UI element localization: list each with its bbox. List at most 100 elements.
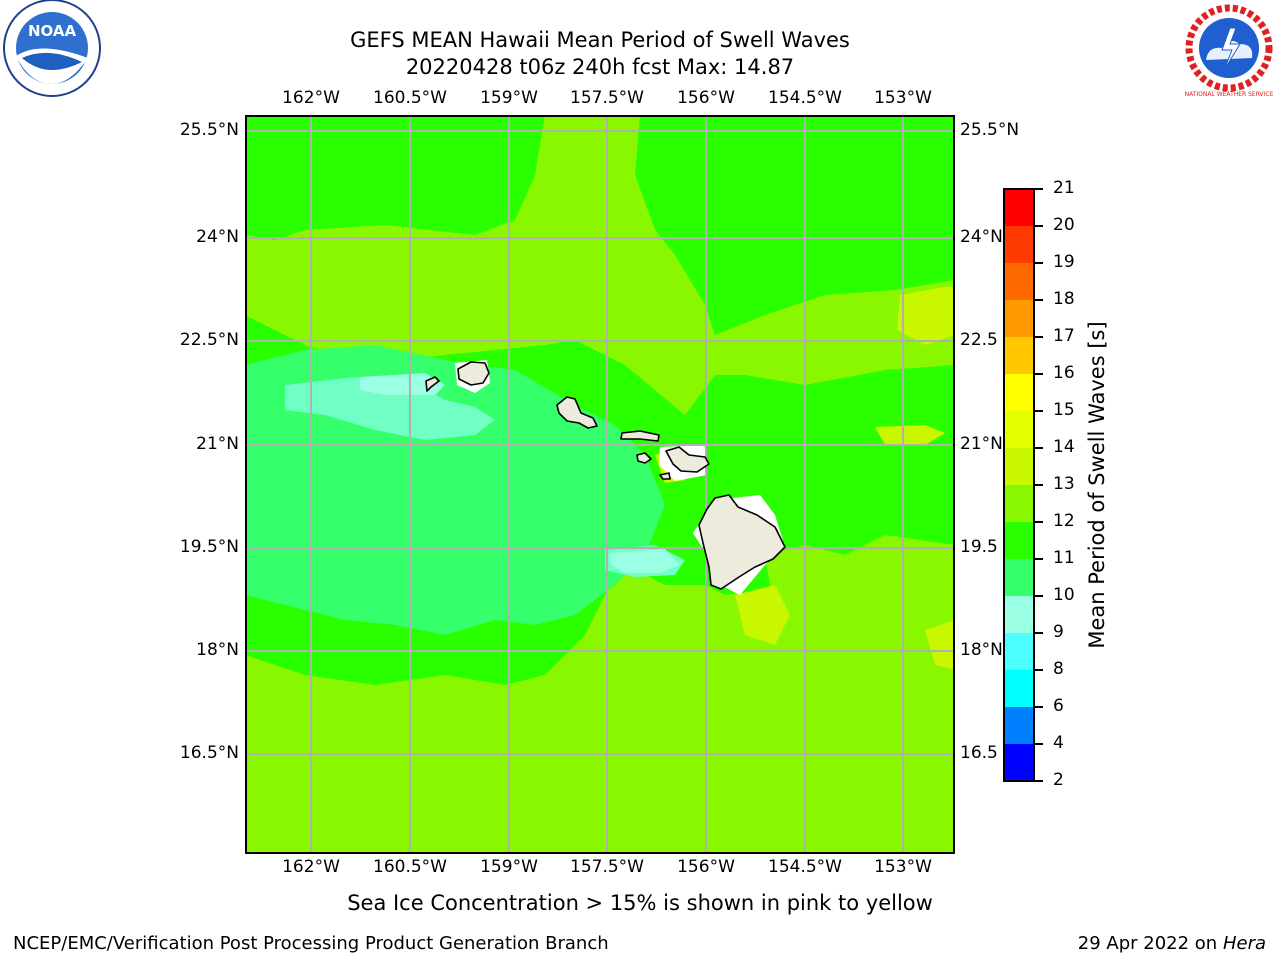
colorbar-segment [1004, 485, 1034, 523]
chart-title: GEFS MEAN Hawaii Mean Period of Swell Wa… [350, 28, 850, 52]
lat-label-left: 18°N [196, 640, 239, 660]
field-band-13-a [897, 287, 955, 345]
colorbar-label: Mean Period of Swell Waves [s] [1085, 321, 1109, 649]
machine-name: Hera [1222, 933, 1266, 954]
lat-label-left: 22.5°N [179, 330, 239, 350]
colorbar-tick-label: 17 [1053, 326, 1075, 346]
colorbar-segment [1004, 374, 1034, 412]
colorbar-segment [1004, 559, 1034, 597]
lon-label-bottom: 159°W [480, 857, 538, 877]
noaa-logo: NOAA [0, 0, 105, 100]
island-molokai [620, 430, 660, 442]
lon-label-top: 159°W [480, 88, 538, 108]
field-band-13-d [925, 620, 955, 670]
colorbar-tick-label: 15 [1053, 400, 1075, 420]
lon-label-top: 157.5°W [570, 88, 644, 108]
lon-label-bottom: 162°W [282, 857, 340, 877]
noaa-logo-icon: NOAA [3, 0, 101, 97]
colorbar-tick-mark [1035, 225, 1043, 227]
colorbar-tick-mark [1035, 447, 1043, 449]
colorbar-tick-label: 19 [1053, 252, 1075, 272]
lat-label-right: 21°N [960, 434, 1003, 454]
colorbar-tick-mark [1035, 558, 1043, 560]
lon-label-top: 160.5°W [373, 88, 447, 108]
lon-label-bottom: 157.5°W [570, 857, 644, 877]
lat-label-right: 25.5°N [960, 120, 1020, 140]
lon-label-bottom: 153°W [874, 857, 932, 877]
nws-logo: NATIONAL WEATHER SERVICE [1178, 0, 1280, 100]
lat-label-left: 25.5°N [179, 120, 239, 140]
colorbar-tick-label: 2 [1053, 770, 1064, 790]
lon-label-bottom: 156°W [677, 857, 735, 877]
island-kauai [457, 361, 490, 386]
lat-label-left: 24°N [196, 227, 239, 247]
lon-label-top: 154.5°W [768, 88, 842, 108]
lat-label-right: 24°N [960, 227, 1003, 247]
field-band-12-east [765, 535, 955, 635]
colorbar-tick-mark [1035, 410, 1043, 412]
date-stamp: 29 Apr 2022 on Hera [1078, 933, 1266, 954]
credit-text: NCEP/EMC/Verification Post Processing Pr… [13, 933, 609, 954]
colorbar-segment [1004, 448, 1034, 486]
sea-ice-note: Sea Ice Concentration > 15% is shown in … [347, 891, 933, 915]
colorbar-tick-mark [1035, 669, 1043, 671]
colorbar-tick-mark [1035, 299, 1043, 301]
colorbar-tick-mark [1035, 780, 1043, 782]
colorbar-segment [1004, 411, 1034, 449]
lat-label-left: 19.5°N [179, 537, 239, 557]
field-band-13-c [735, 585, 790, 645]
lat-label-right: 16.5 [960, 743, 998, 763]
colorbar-tick-label: 9 [1053, 622, 1064, 642]
colorbar-tick-mark [1035, 336, 1043, 338]
colorbar-segment [1004, 744, 1034, 782]
colorbar-tick-label: 13 [1053, 474, 1075, 494]
colorbar-segment [1004, 300, 1034, 338]
lat-label-left: 16.5°N [179, 743, 239, 763]
colorbar-segment [1004, 189, 1034, 227]
swell-period-map [245, 115, 955, 854]
colorbar-segment [1004, 263, 1034, 301]
nws-logo-icon: NATIONAL WEATHER SERVICE [1183, 2, 1275, 98]
colorbar-tick-label: 10 [1053, 585, 1075, 605]
island-maui [665, 446, 710, 473]
colorbar-frame [1003, 188, 1035, 782]
lat-label-left: 21°N [196, 434, 239, 454]
island-lanai [636, 452, 652, 464]
svg-text:NATIONAL WEATHER SERVICE: NATIONAL WEATHER SERVICE [1185, 91, 1274, 98]
island-niihau [425, 376, 440, 392]
island-kahoolawe [659, 472, 671, 480]
colorbar-segment [1004, 226, 1034, 264]
colorbar-tick-label: 21 [1053, 178, 1075, 198]
colorbar-tick-label: 8 [1053, 659, 1064, 679]
colorbar-segment [1004, 707, 1034, 745]
colorbar [1003, 188, 1035, 782]
date-text: 29 Apr 2022 on [1077, 933, 1223, 954]
colorbar-tick-label: 6 [1053, 696, 1064, 716]
colorbar-tick-label: 11 [1053, 548, 1075, 568]
colorbar-segment [1004, 670, 1034, 708]
colorbar-tick-label: 4 [1053, 733, 1064, 753]
lon-label-top: 156°W [677, 88, 735, 108]
colorbar-tick-label: 12 [1053, 511, 1075, 531]
island-hawaii-big [698, 494, 786, 590]
colorbar-segment [1004, 633, 1034, 671]
colorbar-tick-mark [1035, 373, 1043, 375]
colorbar-segment [1004, 596, 1034, 634]
lat-label-right: 19.5 [960, 537, 998, 557]
colorbar-tick-mark [1035, 706, 1043, 708]
colorbar-tick-label: 14 [1053, 437, 1075, 457]
colorbar-segment [1004, 337, 1034, 375]
lat-label-right: 18°N [960, 640, 1003, 660]
island-oahu [556, 396, 598, 429]
field-band-8-a [360, 373, 445, 395]
colorbar-tick-mark [1035, 262, 1043, 264]
field-band-8-b [610, 549, 680, 573]
lon-label-top: 162°W [282, 88, 340, 108]
svg-text:NOAA: NOAA [28, 22, 77, 40]
colorbar-segment [1004, 522, 1034, 560]
colorbar-tick-mark [1035, 632, 1043, 634]
lon-label-bottom: 154.5°W [768, 857, 842, 877]
lon-label-top: 153°W [874, 88, 932, 108]
field-band-9-a [285, 377, 495, 440]
chart-subtitle: 20220428 t06z 240h fcst Max: 14.87 [405, 55, 795, 79]
